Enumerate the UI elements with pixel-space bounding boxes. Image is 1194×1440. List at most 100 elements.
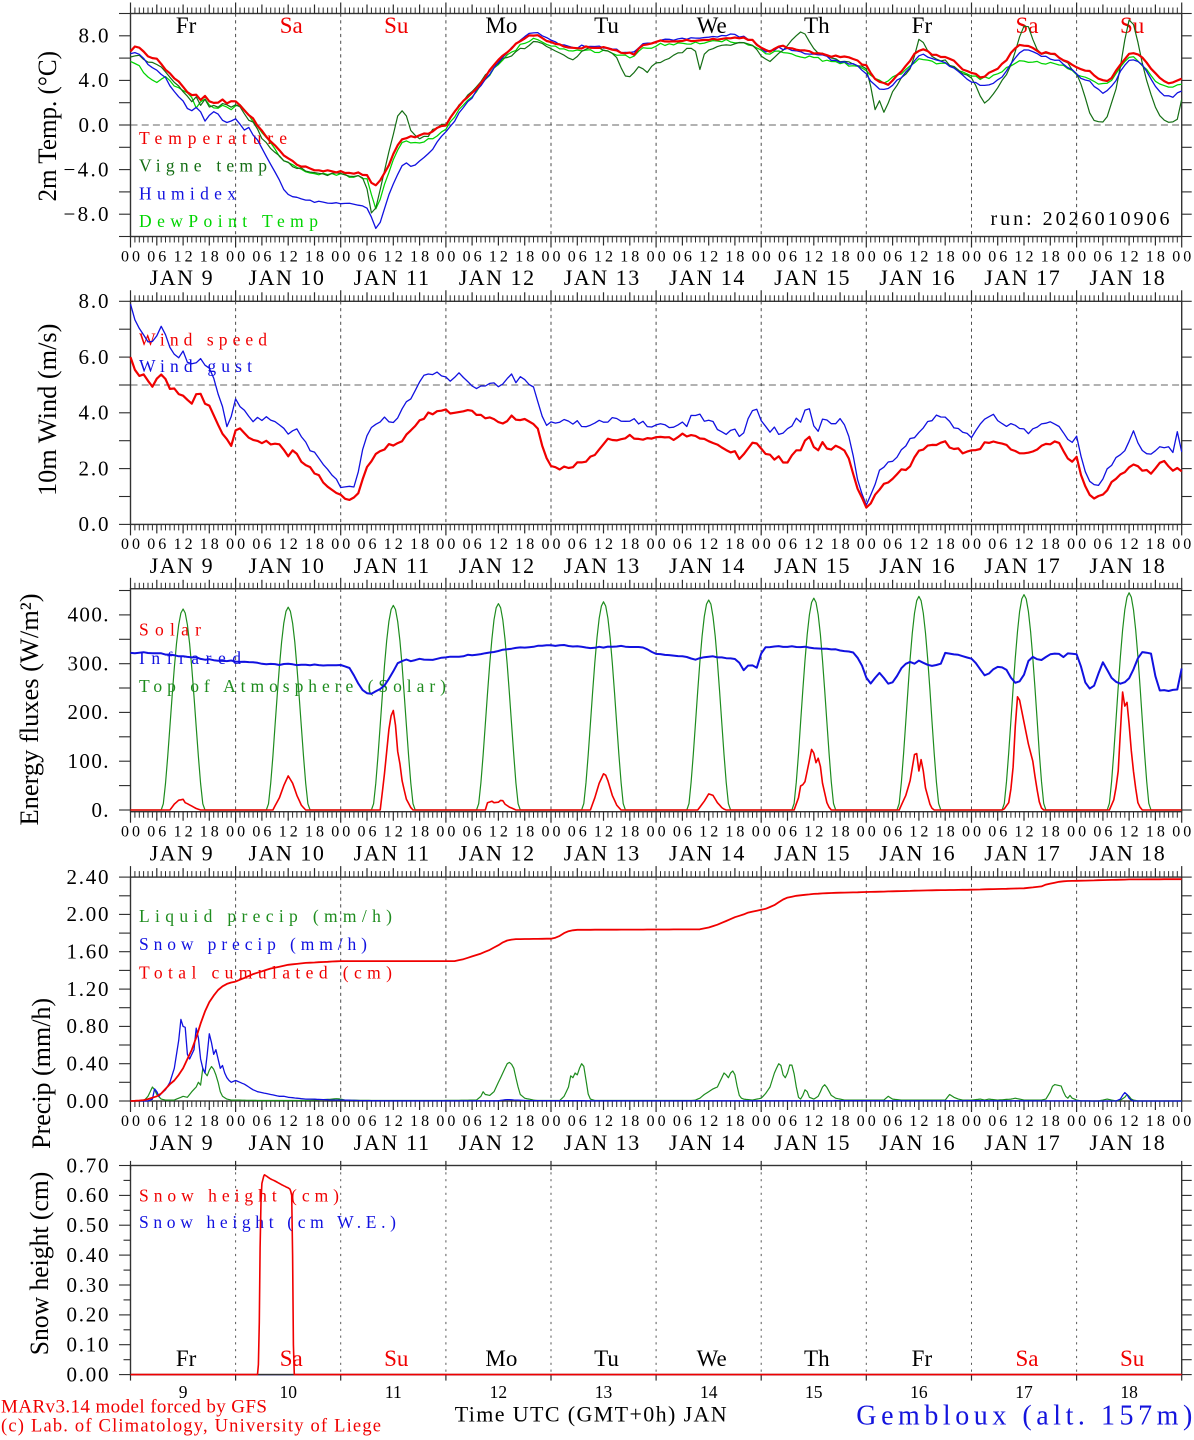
svg-text:Energy fluxes (W/m²): Energy fluxes (W/m²) xyxy=(15,594,44,826)
svg-text:JAN 10: JAN 10 xyxy=(249,553,324,578)
svg-text:JAN 12: JAN 12 xyxy=(459,265,534,290)
svg-text:JAN 17: JAN 17 xyxy=(984,1130,1059,1155)
svg-text:Solar: Solar xyxy=(139,620,201,640)
svg-text:JAN 10: JAN 10 xyxy=(249,1130,324,1155)
svg-text:0.70: 0.70 xyxy=(67,1153,109,1177)
svg-text:JAN 12: JAN 12 xyxy=(459,553,534,578)
svg-text:−8.0: −8.0 xyxy=(64,202,109,226)
svg-text:0.20: 0.20 xyxy=(67,1303,109,1327)
svg-text:JAN 17: JAN 17 xyxy=(984,265,1059,290)
svg-text:We: We xyxy=(697,13,727,38)
svg-text:2.0: 2.0 xyxy=(79,456,109,480)
svg-text:JAN 16: JAN 16 xyxy=(879,553,954,578)
svg-text:JAN 12: JAN 12 xyxy=(459,840,534,865)
svg-text:JAN 15: JAN 15 xyxy=(774,553,849,578)
svg-text:0.0: 0.0 xyxy=(79,113,109,137)
svg-text:JAN 12: JAN 12 xyxy=(459,1130,534,1155)
svg-text:JAN 18: JAN 18 xyxy=(1089,265,1164,290)
svg-text:JAN 13: JAN 13 xyxy=(564,265,639,290)
svg-text:11: 11 xyxy=(385,1382,402,1402)
svg-text:JAN 9: JAN 9 xyxy=(150,553,213,578)
svg-text:JAN 17: JAN 17 xyxy=(984,840,1059,865)
svg-text:Mo: Mo xyxy=(485,13,517,38)
svg-text:We: We xyxy=(697,1346,727,1371)
svg-text:0.10: 0.10 xyxy=(67,1333,109,1357)
svg-text:JAN 15: JAN 15 xyxy=(774,840,849,865)
svg-text:Snow height (cm): Snow height (cm) xyxy=(25,1172,54,1356)
svg-text:JAN 18: JAN 18 xyxy=(1089,1130,1164,1155)
svg-text:JAN 9: JAN 9 xyxy=(150,1130,213,1155)
svg-text:JAN 13: JAN 13 xyxy=(564,553,639,578)
svg-text:0.40: 0.40 xyxy=(67,1243,109,1267)
svg-text:6.0: 6.0 xyxy=(79,345,109,369)
svg-text:Snow height (cm): Snow height (cm) xyxy=(139,1186,339,1206)
svg-text:100.: 100. xyxy=(68,749,109,773)
svg-text:0.00: 0.00 xyxy=(67,1362,109,1386)
svg-text:JAN 16: JAN 16 xyxy=(879,265,954,290)
svg-text:1.60: 1.60 xyxy=(67,940,109,964)
svg-text:0.50: 0.50 xyxy=(67,1213,109,1237)
svg-text:Fr: Fr xyxy=(176,13,197,38)
svg-text:Fr: Fr xyxy=(912,13,933,38)
svg-text:JAN 11: JAN 11 xyxy=(354,265,429,290)
svg-text:400.: 400. xyxy=(68,603,109,627)
svg-text:10: 10 xyxy=(279,1382,297,1402)
svg-text:2.40: 2.40 xyxy=(67,865,109,889)
svg-text:1.20: 1.20 xyxy=(67,977,109,1001)
svg-text:16: 16 xyxy=(910,1382,928,1402)
svg-text:MARv3.14 model forced by GFS: MARv3.14 model forced by GFS xyxy=(1,1397,267,1418)
svg-text:200.: 200. xyxy=(68,700,109,724)
svg-text:Tu: Tu xyxy=(594,1346,619,1371)
svg-text:Su: Su xyxy=(1120,13,1145,38)
svg-text:0.40: 0.40 xyxy=(67,1052,109,1076)
svg-text:JAN 15: JAN 15 xyxy=(774,1130,849,1155)
svg-text:0.0: 0.0 xyxy=(79,512,109,536)
svg-text:17: 17 xyxy=(1015,1382,1033,1402)
svg-text:JAN 13: JAN 13 xyxy=(564,840,639,865)
svg-text:Time UTC (GMT+0h) JAN: Time UTC (GMT+0h) JAN xyxy=(455,1402,727,1427)
svg-text:JAN 14: JAN 14 xyxy=(669,553,744,578)
svg-text:13: 13 xyxy=(595,1382,613,1402)
svg-text:0.80: 0.80 xyxy=(67,1014,109,1038)
svg-text:8.0: 8.0 xyxy=(79,24,109,48)
svg-text:JAN 11: JAN 11 xyxy=(354,840,429,865)
svg-text:Fr: Fr xyxy=(176,1346,197,1371)
svg-text:JAN 10: JAN 10 xyxy=(249,265,324,290)
svg-text:Th: Th xyxy=(804,13,830,38)
svg-text:4.0: 4.0 xyxy=(79,401,109,425)
svg-text:JAN 16: JAN 16 xyxy=(879,1130,954,1155)
svg-text:JAN 16: JAN 16 xyxy=(879,840,954,865)
svg-text:2m Temp. (°C): 2m Temp. (°C) xyxy=(33,51,62,202)
svg-text:Su: Su xyxy=(384,1346,409,1371)
svg-text:2.00: 2.00 xyxy=(67,902,109,926)
svg-text:JAN 10: JAN 10 xyxy=(249,840,324,865)
svg-text:Precip (mm/h): Precip (mm/h) xyxy=(27,998,56,1149)
svg-text:0.30: 0.30 xyxy=(67,1273,109,1297)
svg-text:18: 18 xyxy=(1120,1382,1138,1402)
svg-text:Sa: Sa xyxy=(280,1346,303,1371)
svg-text:Su: Su xyxy=(384,13,409,38)
svg-text:Sa: Sa xyxy=(280,13,303,38)
svg-text:−4.0: −4.0 xyxy=(64,157,109,181)
svg-text:JAN 11: JAN 11 xyxy=(354,553,429,578)
svg-text:JAN 15: JAN 15 xyxy=(774,265,849,290)
svg-text:Su: Su xyxy=(1120,1346,1145,1371)
svg-text:JAN 18: JAN 18 xyxy=(1089,553,1164,578)
svg-text:(c) Lab. of Climatology, Unive: (c) Lab. of Climatology, University of L… xyxy=(1,1417,381,1437)
svg-text:Gembloux (alt. 157m): Gembloux (alt. 157m) xyxy=(856,1401,1192,1432)
svg-text:JAN 9: JAN 9 xyxy=(150,265,213,290)
svg-text:12: 12 xyxy=(490,1382,508,1402)
svg-text:0.60: 0.60 xyxy=(67,1183,109,1207)
svg-text:Fr: Fr xyxy=(912,1346,933,1371)
svg-text:JAN 9: JAN 9 xyxy=(150,840,213,865)
svg-text:14: 14 xyxy=(700,1382,718,1402)
svg-text:8.0: 8.0 xyxy=(79,289,109,313)
svg-text:300.: 300. xyxy=(68,652,109,676)
svg-text:0.: 0. xyxy=(92,798,109,822)
svg-text:Th: Th xyxy=(804,1346,830,1371)
svg-text:JAN 17: JAN 17 xyxy=(984,553,1059,578)
svg-text:Sa: Sa xyxy=(1016,1346,1039,1371)
svg-text:9: 9 xyxy=(179,1382,188,1402)
svg-text:Mo: Mo xyxy=(485,1346,517,1371)
svg-text:0.00: 0.00 xyxy=(67,1089,109,1113)
